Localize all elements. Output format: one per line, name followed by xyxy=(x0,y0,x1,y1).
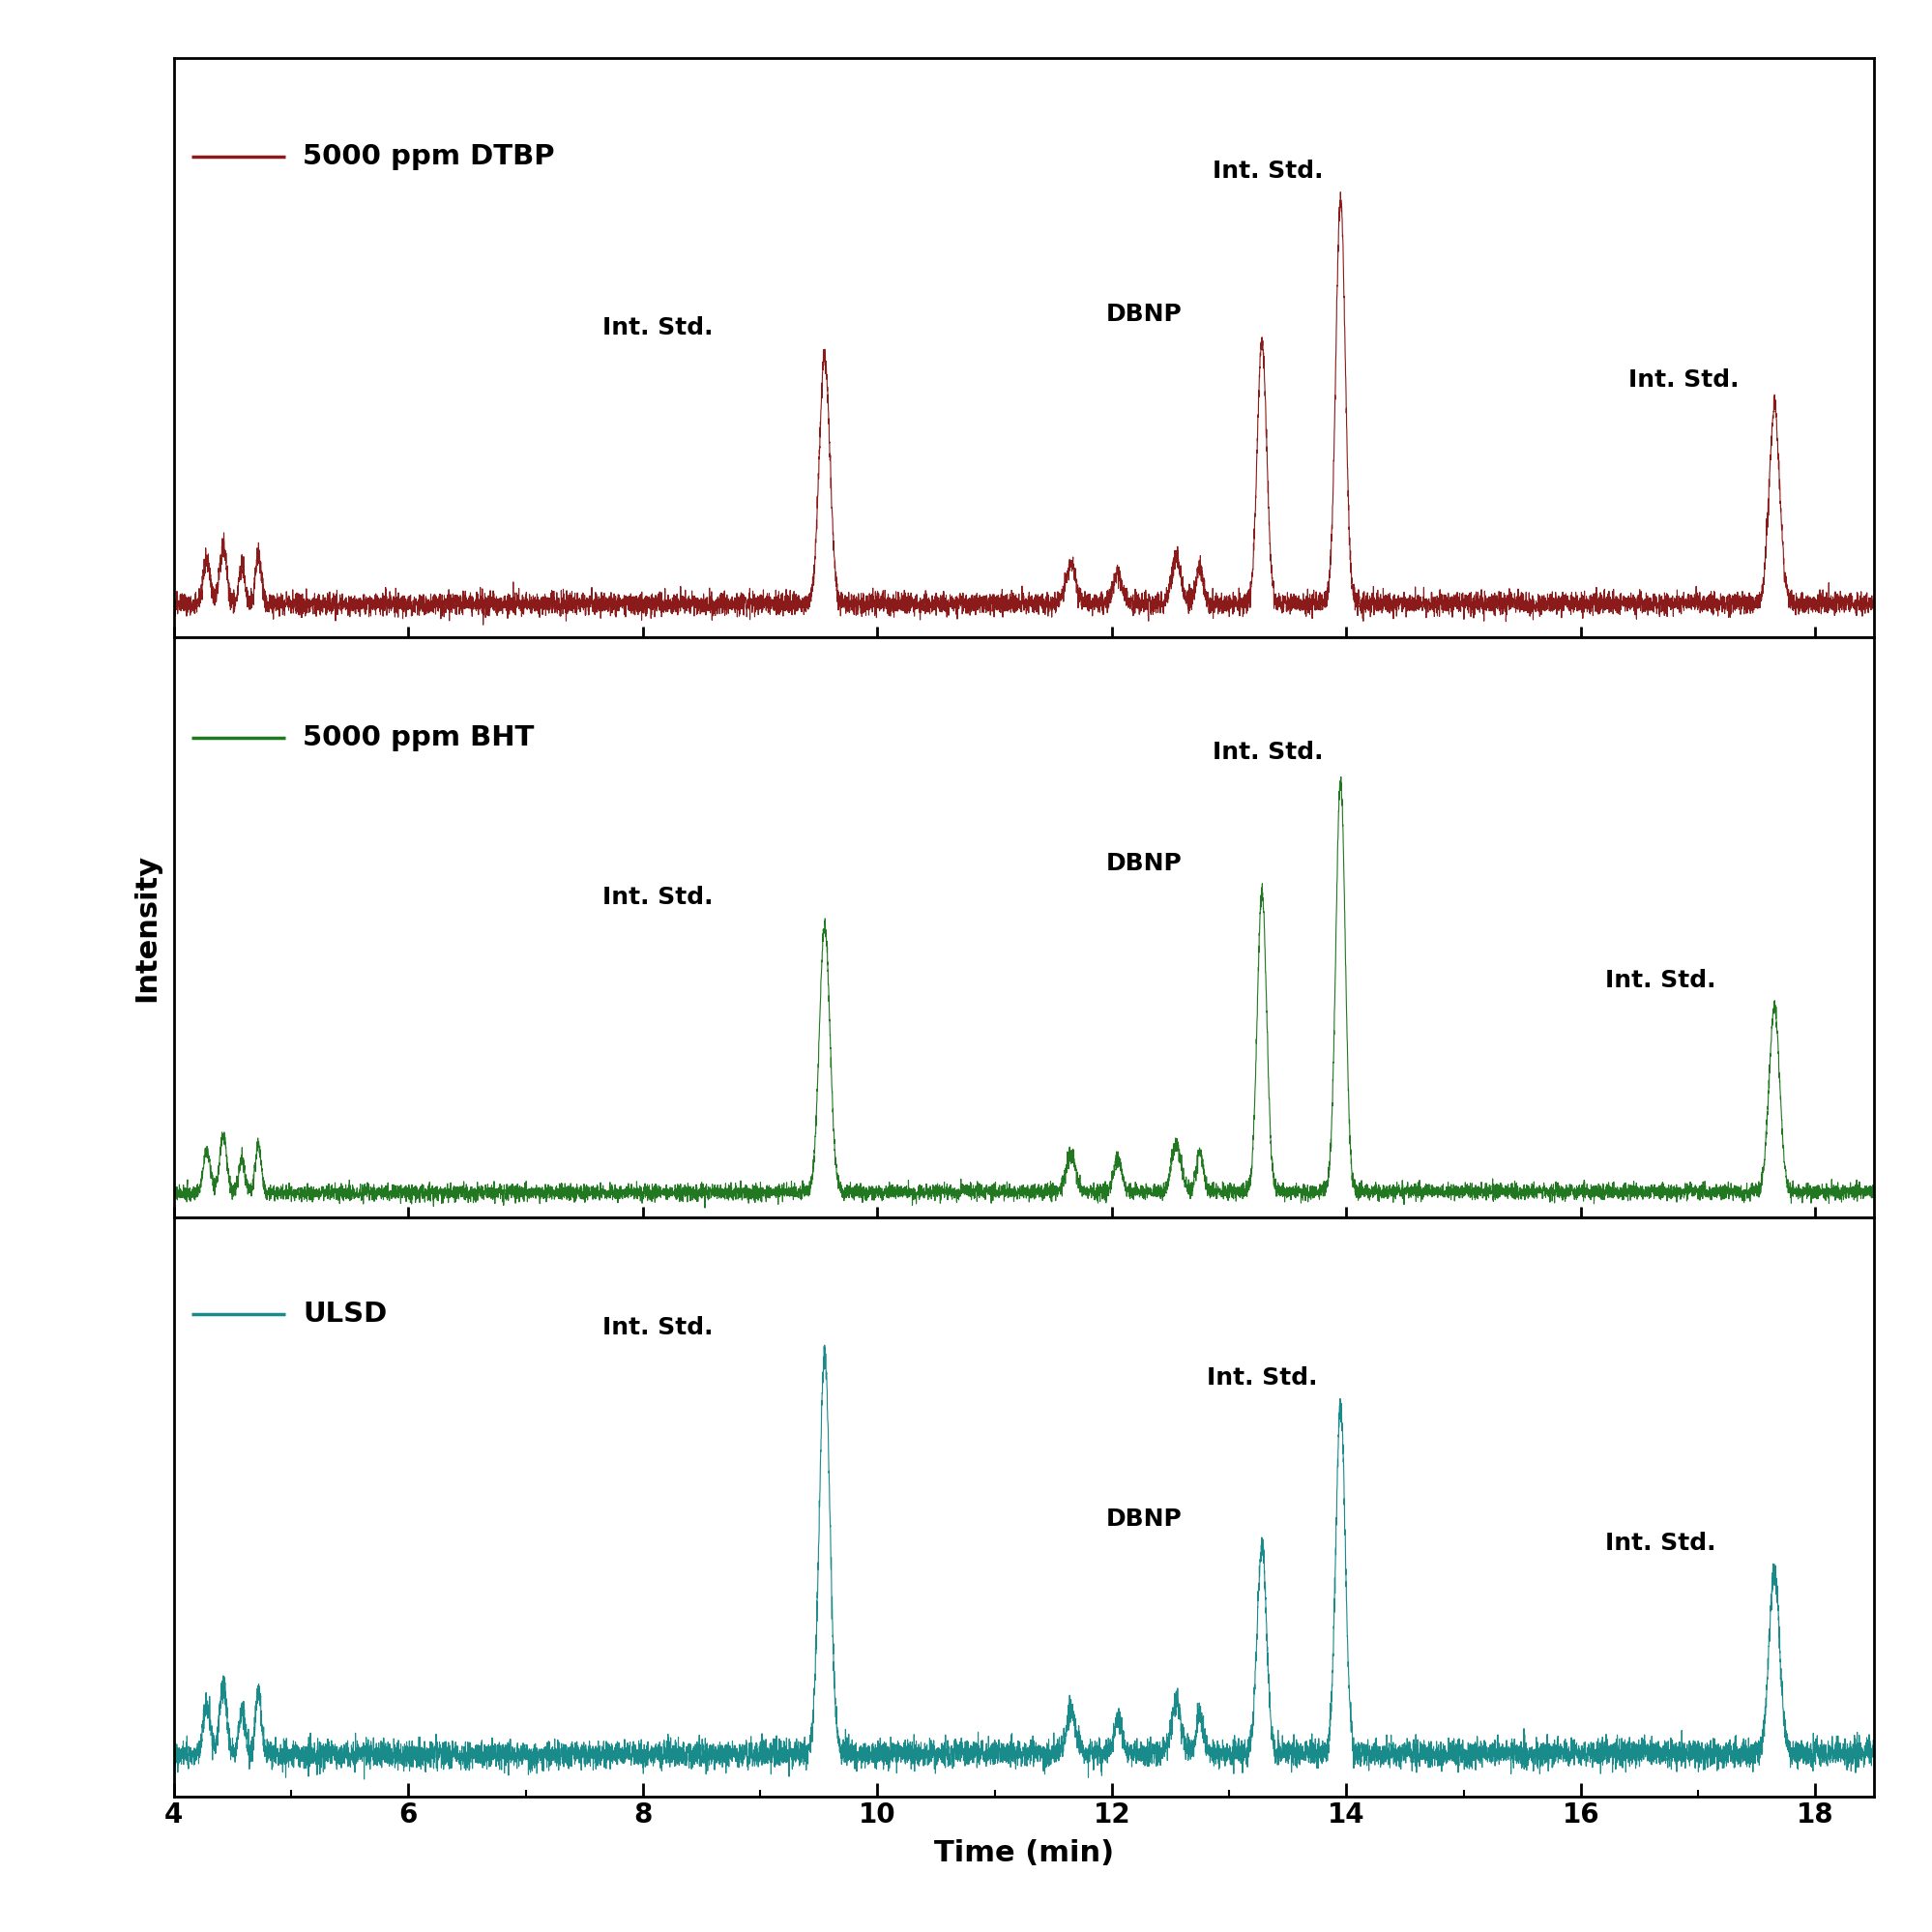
Text: Int. Std.: Int. Std. xyxy=(1206,1366,1318,1389)
Text: Int. Std.: Int. Std. xyxy=(1211,742,1323,765)
Text: Int. Std.: Int. Std. xyxy=(1211,158,1323,182)
Text: Int. Std.: Int. Std. xyxy=(603,317,713,340)
Text: Int. Std.: Int. Std. xyxy=(603,1316,713,1339)
Text: DBNP: DBNP xyxy=(1107,1507,1182,1530)
Text: DBNP: DBNP xyxy=(1107,852,1182,875)
Y-axis label: Intensity: Intensity xyxy=(133,854,160,1001)
X-axis label: Time (min): Time (min) xyxy=(933,1839,1115,1868)
Text: Int. Std.: Int. Std. xyxy=(603,887,713,910)
Text: Int. Std.: Int. Std. xyxy=(1605,1532,1716,1555)
Text: 5000 ppm BHT: 5000 ppm BHT xyxy=(303,724,535,752)
Text: 5000 ppm DTBP: 5000 ppm DTBP xyxy=(303,143,554,170)
Text: ULSD: ULSD xyxy=(303,1300,386,1327)
Text: Int. Std.: Int. Std. xyxy=(1605,968,1716,991)
Text: Int. Std.: Int. Std. xyxy=(1629,369,1739,392)
Text: DBNP: DBNP xyxy=(1107,303,1182,327)
